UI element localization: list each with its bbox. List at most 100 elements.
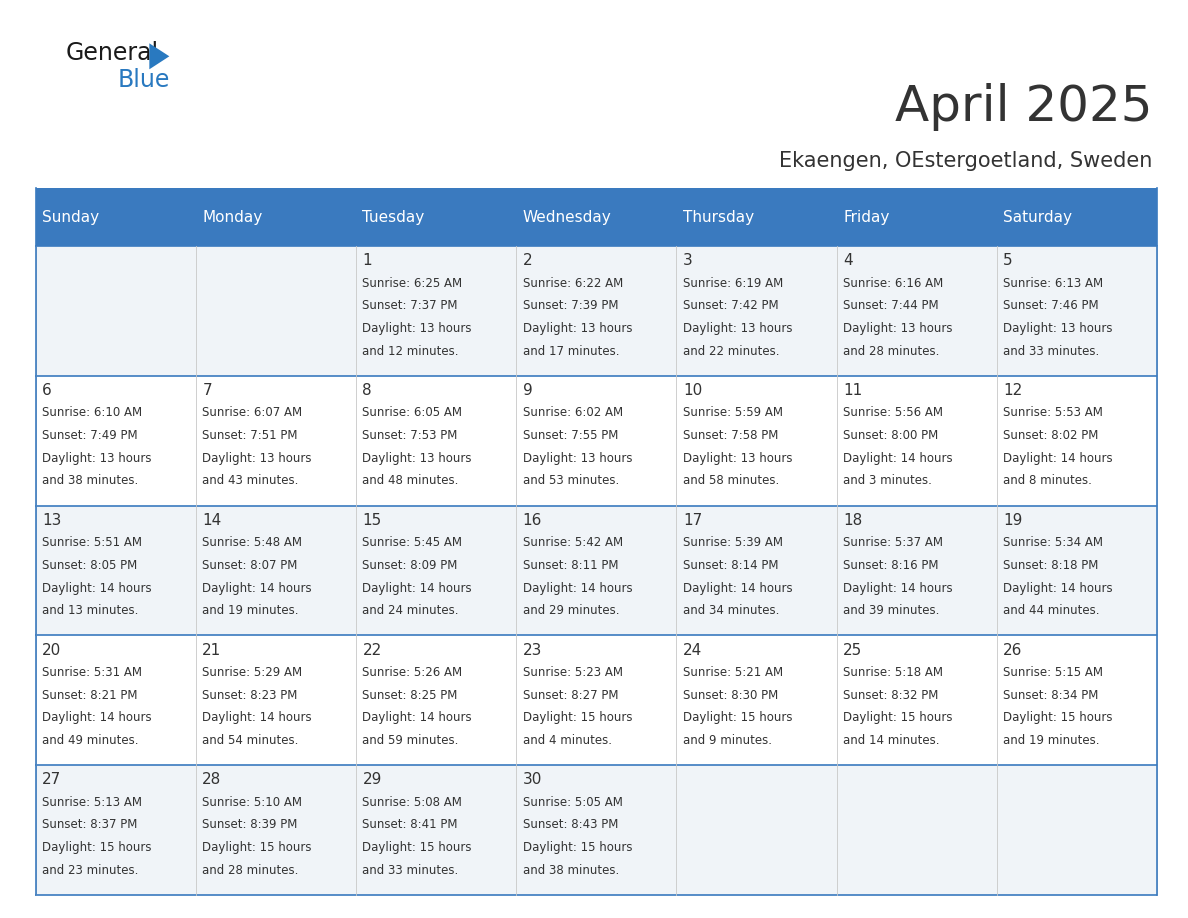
Text: Sunrise: 5:59 AM: Sunrise: 5:59 AM (683, 407, 783, 420)
Text: Daylight: 15 hours: Daylight: 15 hours (362, 841, 472, 854)
Text: Sunset: 8:09 PM: Sunset: 8:09 PM (362, 559, 457, 572)
Text: and 14 minutes.: and 14 minutes. (843, 734, 940, 747)
Text: Daylight: 14 hours: Daylight: 14 hours (42, 582, 152, 595)
Bar (356, 375, 517, 506)
Text: and 17 minutes.: and 17 minutes. (523, 344, 619, 358)
Text: Daylight: 13 hours: Daylight: 13 hours (202, 452, 311, 465)
Bar (676, 246, 836, 375)
Text: Sunrise: 5:53 AM: Sunrise: 5:53 AM (1004, 407, 1104, 420)
Text: Sunset: 8:02 PM: Sunset: 8:02 PM (1004, 429, 1099, 442)
Bar (836, 375, 997, 506)
Text: Sunrise: 5:34 AM: Sunrise: 5:34 AM (1004, 536, 1104, 549)
Text: Daylight: 14 hours: Daylight: 14 hours (362, 711, 472, 724)
Text: Sunset: 7:55 PM: Sunset: 7:55 PM (523, 429, 618, 442)
Text: Daylight: 13 hours: Daylight: 13 hours (42, 452, 152, 465)
Text: Daylight: 13 hours: Daylight: 13 hours (683, 322, 792, 335)
Text: Daylight: 15 hours: Daylight: 15 hours (523, 711, 632, 724)
Text: General: General (65, 41, 158, 65)
Text: Daylight: 14 hours: Daylight: 14 hours (843, 582, 953, 595)
Text: 26: 26 (1004, 643, 1023, 657)
Text: 9: 9 (523, 383, 532, 398)
Text: Sunrise: 5:18 AM: Sunrise: 5:18 AM (843, 666, 943, 679)
Text: 28: 28 (202, 772, 221, 788)
Text: Daylight: 14 hours: Daylight: 14 hours (1004, 582, 1113, 595)
Text: Sunrise: 6:02 AM: Sunrise: 6:02 AM (523, 407, 623, 420)
Text: Sunset: 7:42 PM: Sunset: 7:42 PM (683, 299, 778, 312)
Text: 27: 27 (42, 772, 62, 788)
Text: and 58 minutes.: and 58 minutes. (683, 475, 779, 487)
Text: Blue: Blue (118, 68, 170, 93)
Text: and 23 minutes.: and 23 minutes. (42, 864, 139, 877)
Text: 16: 16 (523, 513, 542, 528)
Text: Friday: Friday (843, 209, 890, 225)
Text: Sunrise: 5:31 AM: Sunrise: 5:31 AM (42, 666, 143, 679)
Text: Sunrise: 6:22 AM: Sunrise: 6:22 AM (523, 276, 623, 289)
Bar (36, 375, 196, 506)
Text: Daylight: 14 hours: Daylight: 14 hours (523, 582, 632, 595)
Text: and 22 minutes.: and 22 minutes. (683, 344, 779, 358)
Text: Sunset: 7:39 PM: Sunset: 7:39 PM (523, 299, 618, 312)
Text: Sunrise: 6:16 AM: Sunrise: 6:16 AM (843, 276, 943, 289)
Text: and 49 minutes.: and 49 minutes. (42, 734, 139, 747)
Bar (517, 375, 676, 506)
Text: Daylight: 13 hours: Daylight: 13 hours (523, 322, 632, 335)
Text: and 8 minutes.: and 8 minutes. (1004, 475, 1092, 487)
Bar (517, 635, 676, 766)
Text: and 59 minutes.: and 59 minutes. (362, 734, 459, 747)
Text: and 48 minutes.: and 48 minutes. (362, 475, 459, 487)
Text: 2: 2 (523, 253, 532, 268)
Bar (36, 506, 196, 635)
Text: 8: 8 (362, 383, 372, 398)
Text: Sunrise: 6:10 AM: Sunrise: 6:10 AM (42, 407, 143, 420)
Text: Sunset: 7:49 PM: Sunset: 7:49 PM (42, 429, 138, 442)
Bar (196, 506, 356, 635)
Bar (997, 246, 1157, 375)
Text: and 28 minutes.: and 28 minutes. (202, 864, 298, 877)
Text: Sunset: 8:18 PM: Sunset: 8:18 PM (1004, 559, 1099, 572)
Text: Sunset: 8:27 PM: Sunset: 8:27 PM (523, 688, 618, 701)
Text: April 2025: April 2025 (895, 83, 1152, 130)
Text: 4: 4 (843, 253, 853, 268)
Text: and 38 minutes.: and 38 minutes. (42, 475, 138, 487)
Text: 5: 5 (1004, 253, 1013, 268)
Text: Sunset: 8:14 PM: Sunset: 8:14 PM (683, 559, 778, 572)
Bar (997, 506, 1157, 635)
Text: Sunset: 7:37 PM: Sunset: 7:37 PM (362, 299, 457, 312)
Text: and 33 minutes.: and 33 minutes. (362, 864, 459, 877)
Text: Sunrise: 5:08 AM: Sunrise: 5:08 AM (362, 796, 462, 809)
Text: Sunset: 8:43 PM: Sunset: 8:43 PM (523, 819, 618, 832)
Text: and 4 minutes.: and 4 minutes. (523, 734, 612, 747)
Bar (676, 635, 836, 766)
Text: 29: 29 (362, 772, 381, 788)
Bar (36, 188, 1157, 246)
Bar (356, 766, 517, 895)
Text: 20: 20 (42, 643, 62, 657)
Bar (836, 635, 997, 766)
Text: Ekaengen, OEstergoetland, Sweden: Ekaengen, OEstergoetland, Sweden (779, 151, 1152, 172)
Text: Sunset: 7:58 PM: Sunset: 7:58 PM (683, 429, 778, 442)
Text: Sunset: 8:23 PM: Sunset: 8:23 PM (202, 688, 298, 701)
Text: Daylight: 15 hours: Daylight: 15 hours (523, 841, 632, 854)
Text: Daylight: 13 hours: Daylight: 13 hours (843, 322, 953, 335)
Text: 13: 13 (42, 513, 62, 528)
Text: 24: 24 (683, 643, 702, 657)
Text: Sunset: 8:11 PM: Sunset: 8:11 PM (523, 559, 618, 572)
Text: Sunset: 7:44 PM: Sunset: 7:44 PM (843, 299, 939, 312)
Text: Sunrise: 6:19 AM: Sunrise: 6:19 AM (683, 276, 783, 289)
Text: 6: 6 (42, 383, 52, 398)
Text: Sunrise: 5:05 AM: Sunrise: 5:05 AM (523, 796, 623, 809)
Text: 21: 21 (202, 643, 221, 657)
Text: Sunrise: 5:48 AM: Sunrise: 5:48 AM (202, 536, 302, 549)
Text: Daylight: 14 hours: Daylight: 14 hours (1004, 452, 1113, 465)
Text: 14: 14 (202, 513, 221, 528)
Text: Sunset: 7:46 PM: Sunset: 7:46 PM (1004, 299, 1099, 312)
Text: Daylight: 14 hours: Daylight: 14 hours (362, 582, 472, 595)
Text: and 28 minutes.: and 28 minutes. (843, 344, 940, 358)
Text: Sunset: 8:25 PM: Sunset: 8:25 PM (362, 688, 457, 701)
Text: Sunrise: 5:15 AM: Sunrise: 5:15 AM (1004, 666, 1104, 679)
Text: and 44 minutes.: and 44 minutes. (1004, 604, 1100, 617)
Bar (36, 246, 196, 375)
Text: 10: 10 (683, 383, 702, 398)
Text: 12: 12 (1004, 383, 1023, 398)
Text: Wednesday: Wednesday (523, 209, 612, 225)
